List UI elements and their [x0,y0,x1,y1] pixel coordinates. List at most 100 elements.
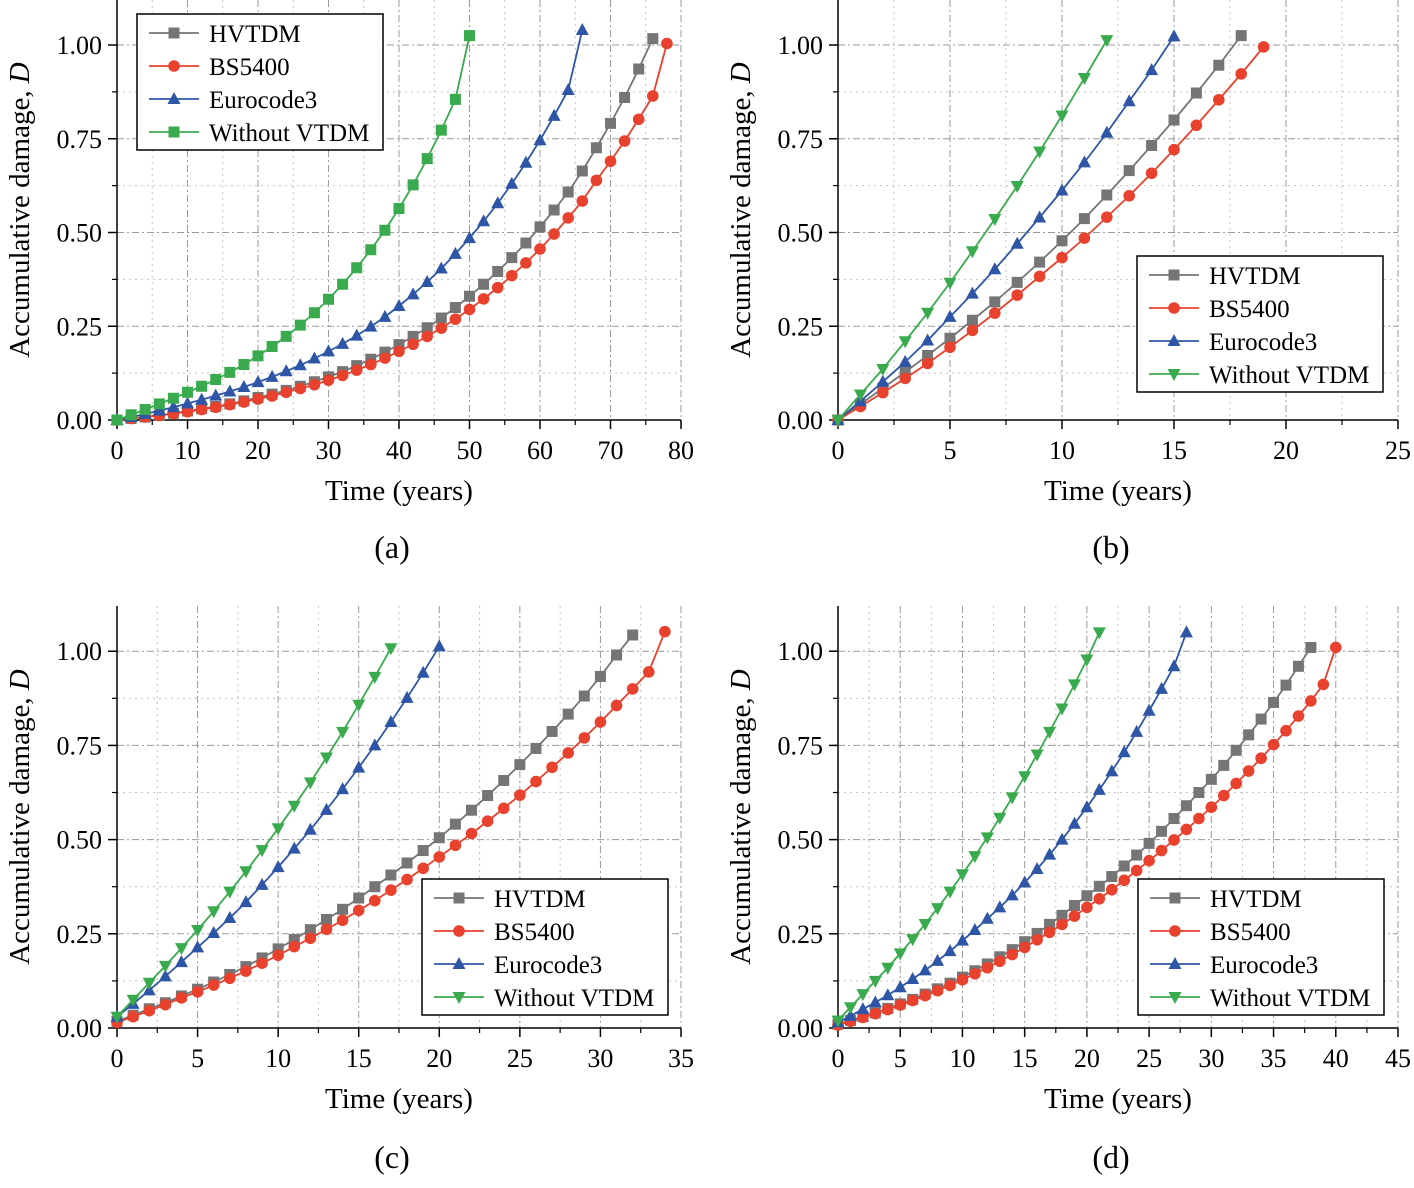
data-point [272,943,284,955]
data-point [336,369,349,382]
data-point [943,309,957,322]
data-point [1005,792,1019,805]
series-without-vtdm [831,35,1114,427]
legend-label: Eurocode3 [1209,329,1317,356]
data-point [881,1003,894,1016]
data-point [466,804,478,816]
data-point [465,827,478,840]
data-point [943,886,957,899]
x-axis-title: Time (years) [325,475,473,507]
y-tick-label: 1.00 [778,637,824,666]
series-eurocode3 [831,625,1193,1028]
data-point [125,409,137,421]
data-point [1080,800,1094,813]
data-point [1142,703,1156,716]
data-point [1255,752,1267,765]
y-tick-label: 0.00 [778,406,824,435]
data-point [1056,251,1068,264]
data-point [1123,189,1135,202]
data-point [988,214,1002,226]
data-point [1305,641,1317,653]
data-point [965,246,979,259]
data-point [401,857,413,869]
data-point [491,196,505,209]
data-point [831,1015,845,1028]
data-point [1056,909,1068,921]
x-tick-label: 45 [1385,1044,1411,1073]
data-point [1118,860,1130,872]
data-point [1117,745,1131,758]
data-point [1305,695,1317,707]
data-point [856,989,870,1002]
data-point [931,984,944,997]
series-line [116,29,584,421]
legend-label: HVTDM [1210,886,1302,913]
data-point [406,287,420,300]
data-point [477,214,491,227]
legend-marker [1169,925,1181,937]
y-tick-label: 0.75 [57,731,103,760]
data-point [1092,782,1106,795]
data-point [266,390,278,402]
data-point [618,135,631,147]
data-point [899,372,911,385]
data-point [1156,825,1168,837]
data-point [1068,900,1080,912]
data-point [1068,910,1081,922]
series-line [837,39,1108,421]
data-point [1168,114,1180,126]
x-tick-label: 40 [386,436,412,465]
data-point [876,374,890,387]
data-point [1010,236,1024,249]
data-point [1280,724,1292,737]
data-point [931,903,945,916]
data-point [1118,874,1131,887]
data-point [857,1011,869,1024]
data-point [1033,146,1047,159]
data-point [856,1002,870,1015]
data-point [1167,29,1181,42]
data-point [1101,189,1113,201]
x-tick-label: 35 [1261,1044,1287,1073]
data-point [931,953,945,966]
data-point [378,309,392,322]
data-point [968,923,982,936]
data-point [943,277,957,290]
data-point [1268,696,1280,708]
data-point [323,293,334,305]
data-point [416,665,430,678]
data-point [843,1008,857,1021]
data-point [1077,73,1091,85]
data-point [182,386,193,398]
data-point [195,403,208,416]
data-point [239,895,253,908]
legend-label: Without VTDM [1209,362,1369,389]
data-point [993,900,1007,913]
data-point [280,330,292,342]
series-bs5400 [832,41,1270,426]
data-point [1093,880,1105,892]
data-point [1146,140,1158,151]
data-point [407,338,419,351]
data-point [126,994,140,1007]
data-point [336,782,350,795]
data-point [207,926,221,939]
data-point [1292,710,1305,722]
data-point [320,923,333,936]
data-point [1255,713,1267,725]
data-point [1130,864,1143,877]
data-point [921,333,935,346]
data-point [1011,289,1023,301]
data-point [1190,87,1202,99]
data-point [993,812,1007,825]
y-axis-title: Accumulative damage, D [725,669,757,965]
data-point [1292,660,1304,672]
series-without-vtdm [831,627,1106,1028]
data-point [421,322,433,334]
legend-marker [452,992,466,1004]
data-point [433,851,446,863]
data-point [369,881,381,893]
data-point [224,366,236,378]
data-point [288,933,300,945]
data-point [238,396,250,408]
